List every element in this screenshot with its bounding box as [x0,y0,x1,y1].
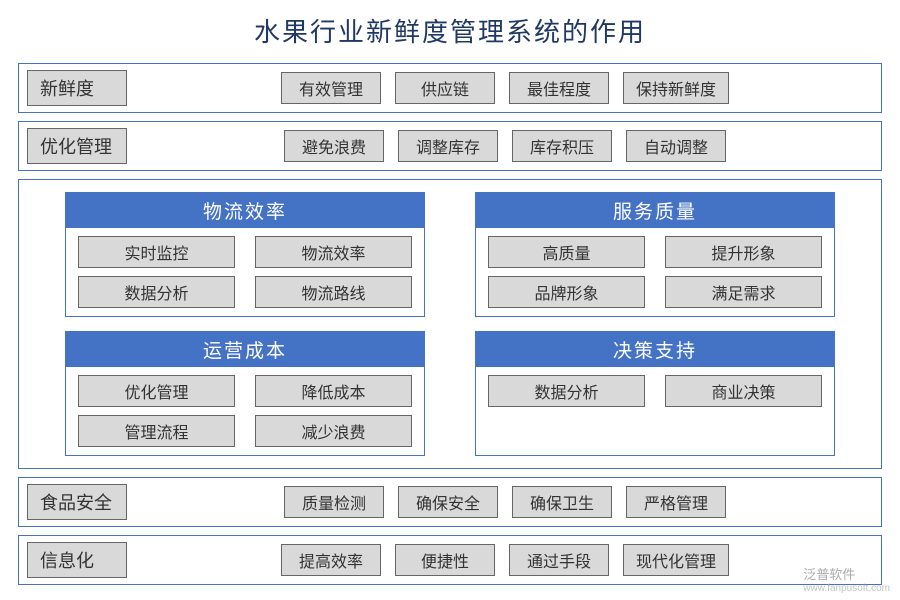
quad-row-0: 物流效率实时监控物流效率数据分析物流路线服务质量高质量提升形象品牌形象满足需求 [39,192,861,317]
quad-body: 数据分析商业决策 [476,367,834,415]
bottom-row-1: 信息化提高效率便捷性通过手段现代化管理 [18,535,882,585]
quad-tag: 优化管理 [78,375,235,407]
tag: 严格管理 [626,486,726,518]
row-tags: 提高效率便捷性通过手段现代化管理 [137,544,873,576]
quad-1-0: 运营成本优化管理降低成本管理流程减少浪费 [65,331,425,456]
row-tags: 有效管理供应链最佳程度保持新鲜度 [137,72,873,104]
quad-tag: 降低成本 [255,375,412,407]
tag: 有效管理 [281,72,381,104]
quad-0-0: 物流效率实时监控物流效率数据分析物流路线 [65,192,425,317]
quad-body: 高质量提升形象品牌形象满足需求 [476,228,834,316]
tag: 提高效率 [281,544,381,576]
quad-tag: 数据分析 [488,375,645,407]
tag: 确保安全 [398,486,498,518]
tag: 确保卫生 [512,486,612,518]
quad-1-1: 决策支持数据分析商业决策 [475,331,835,456]
quad-row-1: 运营成本优化管理降低成本管理流程减少浪费决策支持数据分析商业决策 [39,331,861,456]
row-label: 优化管理 [27,128,127,164]
tag: 保持新鲜度 [623,72,729,104]
tag: 自动调整 [626,130,726,162]
quad-tag: 满足需求 [665,276,822,308]
quad-body: 实时监控物流效率数据分析物流路线 [66,228,424,316]
quad-header: 运营成本 [66,332,424,367]
tag: 调整库存 [398,130,498,162]
tag: 最佳程度 [509,72,609,104]
quad-header: 物流效率 [66,193,424,228]
quad-tag: 数据分析 [78,276,235,308]
quad-tag: 高质量 [488,236,645,268]
quad-0-1: 服务质量高质量提升形象品牌形象满足需求 [475,192,835,317]
row-label: 信息化 [27,542,127,578]
row-tags: 质量检测确保安全确保卫生严格管理 [137,486,873,518]
tag: 通过手段 [509,544,609,576]
quad-tag: 减少浪费 [255,415,412,447]
tag: 便捷性 [395,544,495,576]
row-label: 食品安全 [27,484,127,520]
center-group: 物流效率实时监控物流效率数据分析物流路线服务质量高质量提升形象品牌形象满足需求运… [18,179,882,469]
quad-tag: 物流路线 [255,276,412,308]
quad-header: 决策支持 [476,332,834,367]
quad-tag: 管理流程 [78,415,235,447]
quad-tag: 品牌形象 [488,276,645,308]
top-row-1: 优化管理避免浪费调整库存库存积压自动调整 [18,121,882,171]
top-row-0: 新鲜度有效管理供应链最佳程度保持新鲜度 [18,63,882,113]
row-tags: 避免浪费调整库存库存积压自动调整 [137,130,873,162]
tag: 库存积压 [512,130,612,162]
quad-tag: 物流效率 [255,236,412,268]
quad-tag: 实时监控 [78,236,235,268]
quad-tag: 商业决策 [665,375,822,407]
bottom-row-0: 食品安全质量检测确保安全确保卫生严格管理 [18,477,882,527]
tag: 避免浪费 [284,130,384,162]
page-title: 水果行业新鲜度管理系统的作用 [18,12,882,49]
tag: 供应链 [395,72,495,104]
quad-tag: 提升形象 [665,236,822,268]
tag: 现代化管理 [623,544,729,576]
row-label: 新鲜度 [27,70,127,106]
quad-body: 优化管理降低成本管理流程减少浪费 [66,367,424,455]
quad-header: 服务质量 [476,193,834,228]
tag: 质量检测 [284,486,384,518]
